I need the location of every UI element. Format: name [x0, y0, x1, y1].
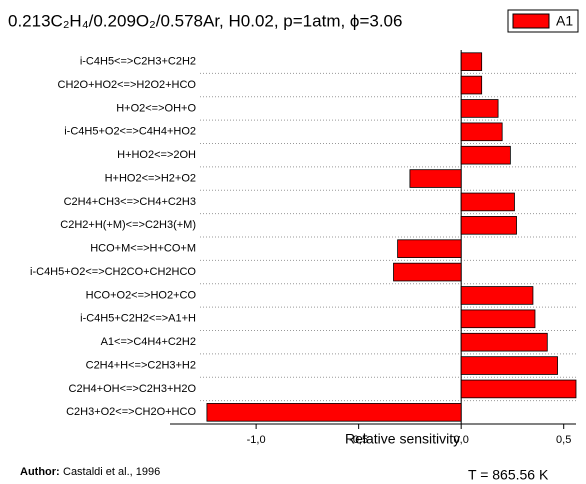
y-tick-label: HCO+M<=>H+CO+M: [90, 243, 196, 255]
y-tick-label: H+HO2<=>H2+O2: [105, 172, 196, 184]
bar: [460, 122, 503, 142]
bar: [460, 99, 499, 118]
y-tick-label: i-C4H5<=>C2H3+C2H2: [80, 56, 196, 68]
author-label: Author:: [20, 466, 60, 478]
bar: [206, 403, 462, 422]
x-tick-label: -1,0: [247, 434, 266, 446]
y-tick-label: C2H2+H(+M)<=>C2H3(+M): [60, 219, 196, 231]
x-tick-label: 0,5: [556, 434, 571, 446]
y-tick-label: CH2O+HO2<=>H2O2+HCO: [58, 79, 197, 91]
bar: [409, 169, 462, 188]
y-tick-label: H+HO2<=>2OH: [117, 149, 196, 161]
bar: [460, 379, 577, 399]
bar: [460, 145, 511, 165]
bar: [460, 52, 483, 71]
y-tick-label: C2H4+CH3<=>CH4+C2H3: [64, 196, 196, 208]
legend-label: A1: [556, 13, 573, 29]
y-tick-label: C2H4+OH<=>C2H3+H2O: [69, 383, 197, 395]
y-tick-label: C2H4+H<=>C2H3+H2: [86, 359, 196, 371]
temperature: T = 865.56 K: [468, 467, 549, 483]
chart-title: 0.213C₂H₄/0.209O₂/0.578Ar, H0.02, p=1atm…: [8, 11, 402, 30]
bar: [460, 75, 483, 95]
y-tick-label: i-C4H5+O2<=>CH2CO+CH2HCO: [30, 266, 196, 278]
bar: [460, 309, 536, 329]
bar: [393, 262, 462, 282]
y-tick-label: H+O2<=>OH+O: [116, 102, 196, 114]
y-tick-label: i-C4H5+O2<=>C4H4+HO2: [64, 126, 196, 138]
bar: [460, 216, 517, 235]
author: Castaldi et al., 1996: [63, 466, 160, 478]
y-tick-label: HCO+O2<=>HO2+CO: [86, 289, 197, 301]
bar: [460, 356, 558, 375]
legend-swatch: [512, 13, 550, 29]
x-axis-label: Relative sensitivity: [345, 431, 460, 447]
bar: [397, 239, 462, 258]
bar: [460, 286, 534, 305]
y-tick-label: i-C4H5+C2H2<=>A1+H: [80, 313, 196, 325]
x-tick-label: -0,5: [349, 434, 368, 446]
y-tick-label: A1<=>C4H4+C2H2: [101, 336, 196, 348]
x-tick-label: 0,0: [454, 434, 469, 446]
y-tick-label: C2H3+O2<=>CH2O+HCO: [66, 406, 196, 418]
bar: [460, 192, 515, 212]
bar: [460, 332, 548, 352]
